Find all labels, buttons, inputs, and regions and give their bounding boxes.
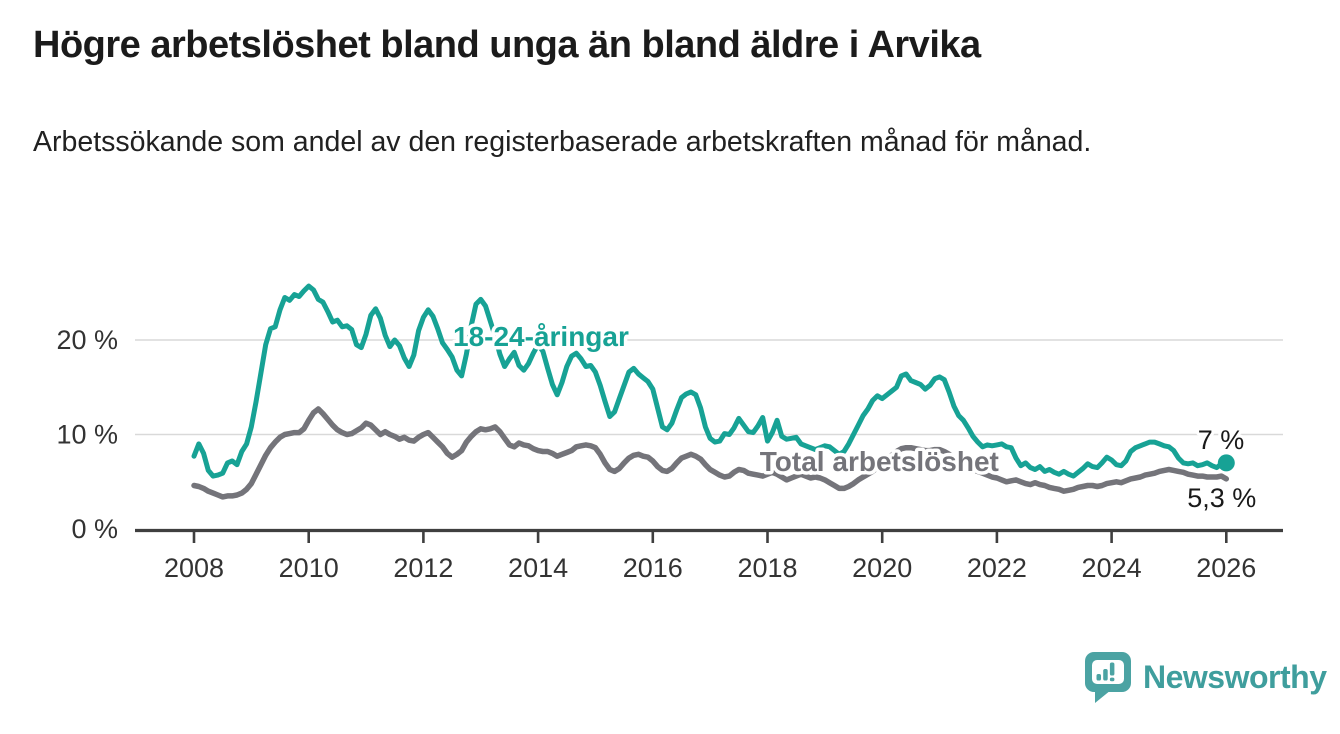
series-line-youth [191,283,1229,479]
y-tick-label: 20 % [56,325,118,355]
newsworthy-bubble-chart-icon [1083,650,1133,704]
page-title: Högre arbetslöshet bland unga än bland ä… [33,24,981,66]
series-end-label: 7 % [1198,425,1245,455]
newsworthy-logo: Newsworthy [1083,650,1327,704]
x-tick-label: 2026 [1196,553,1256,583]
x-tick-label: 2018 [737,553,797,583]
series-line-total [191,406,1230,500]
x-tick-label: 2008 [164,553,224,583]
x-tick-label: 2010 [279,553,339,583]
x-tick-label: 2020 [852,553,912,583]
x-tick-label: 2016 [623,553,683,583]
x-tick-label: 2022 [967,553,1027,583]
unemployment-line-chart: 2008 2010 2012 2014 2016 2018 2020 2022 2024 2026… [56,283,1283,583]
y-tick-label: 0 % [71,514,118,544]
newsworthy-logo-text: Newsworthy [1143,658,1327,695]
x-tick-label: 2012 [393,553,453,583]
y-tick-label: 10 % [56,420,118,450]
x-tick-label: 2014 [508,553,568,583]
chart-subtitle: Arbetssökande som andel av den registerb… [33,126,1092,158]
series-label: Total arbetslöshet [760,446,999,477]
series-end-label: 5,3 % [1187,483,1256,513]
series-end-dot [1217,454,1235,472]
series-label: 18-24-åringar [453,321,629,352]
x-tick-label: 2024 [1082,553,1142,583]
